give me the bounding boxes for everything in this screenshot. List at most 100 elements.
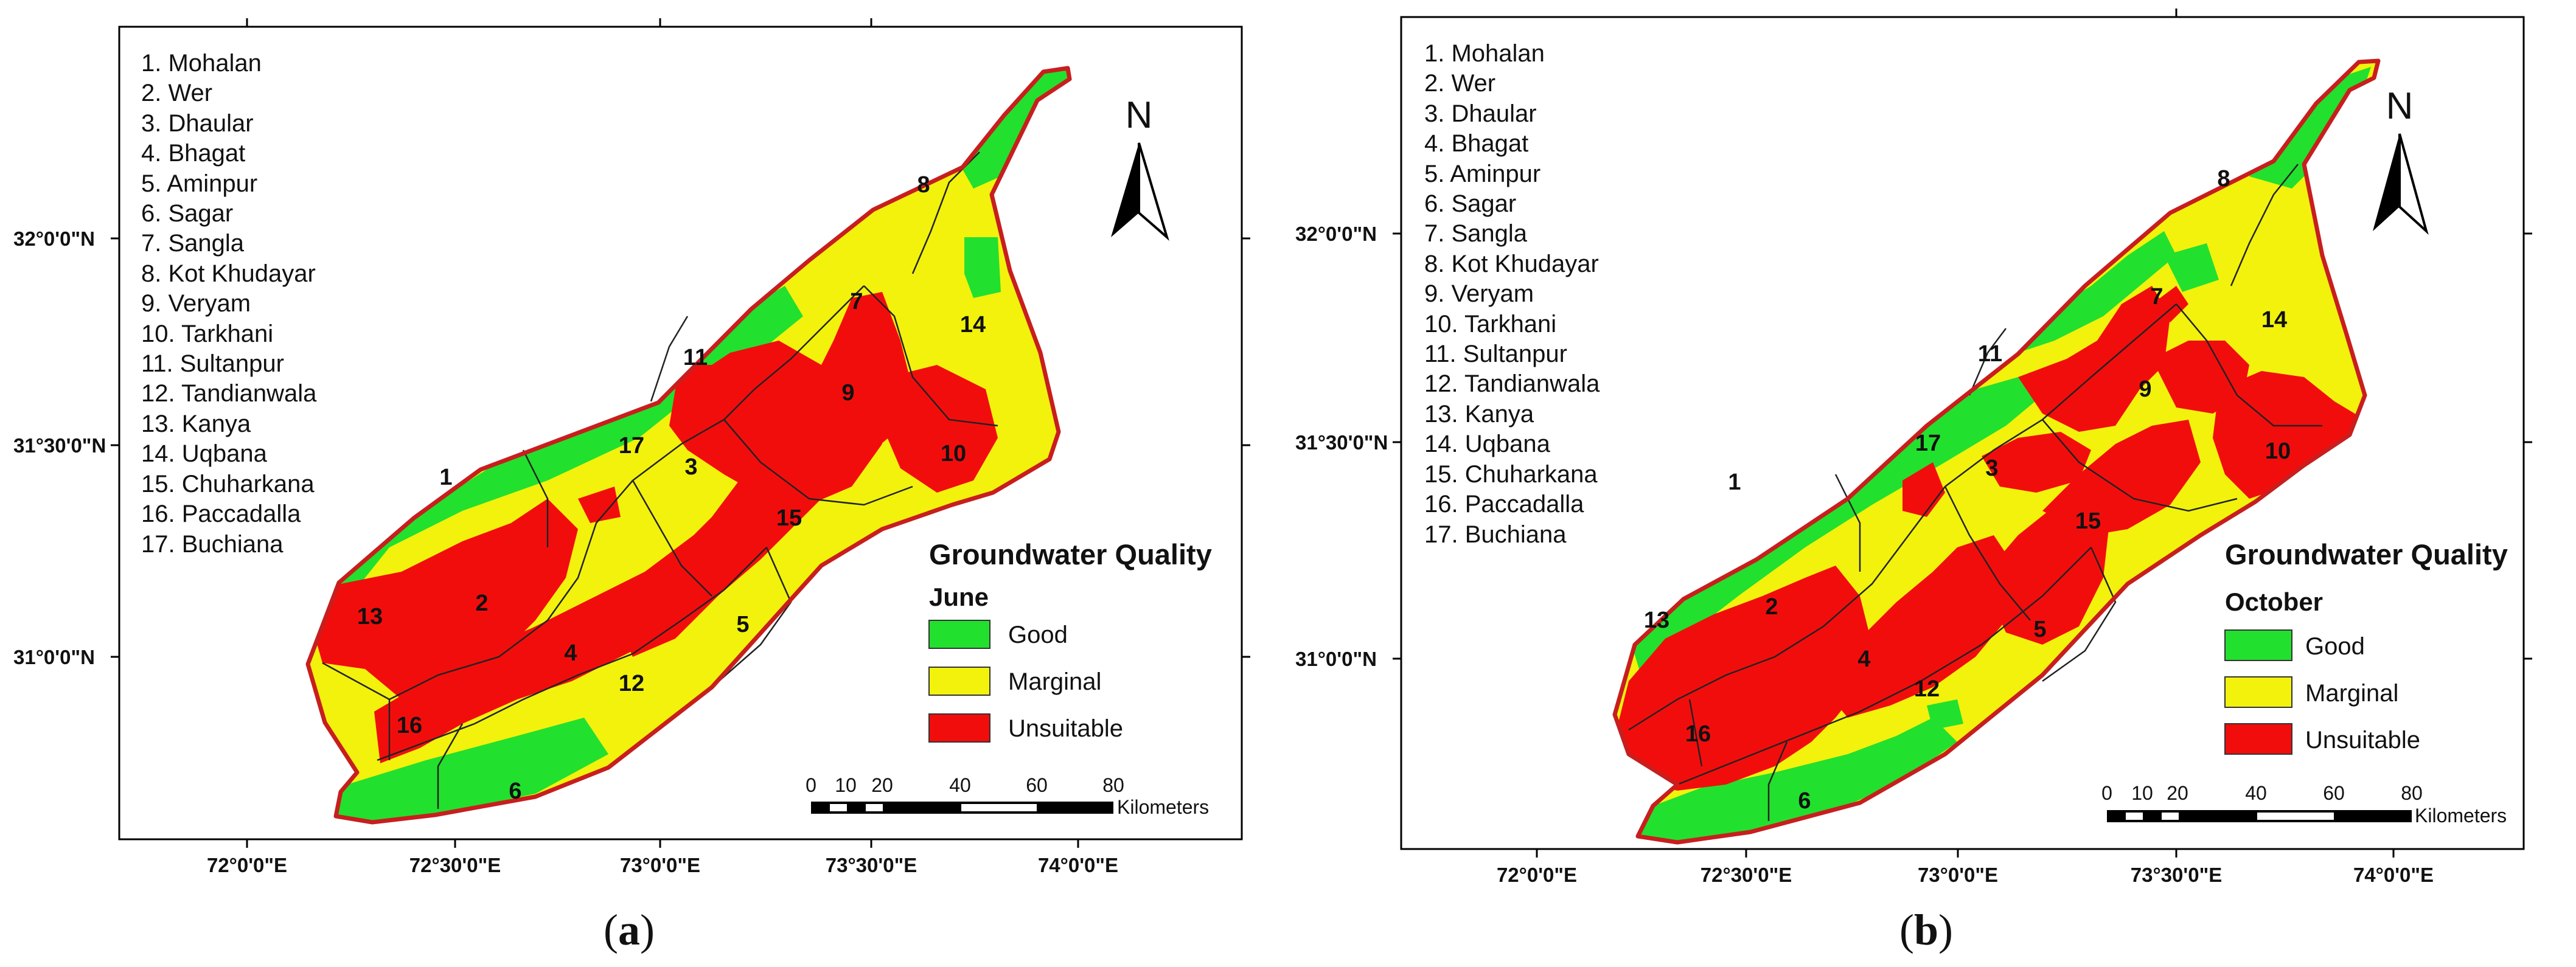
lon-label: 74°0'0"E [1038, 854, 1118, 876]
district-list-item: 6. Sagar [141, 200, 234, 227]
svg-text:60: 60 [2323, 782, 2345, 804]
scale-unit: Kilometers [2415, 805, 2507, 827]
legend-swatch-good [2224, 629, 2292, 661]
district-list-item: 16. Paccadalla [141, 501, 301, 528]
map-frame [118, 26, 1243, 840]
svg-text:20: 20 [2167, 782, 2188, 804]
map-figure: 32°0'0"N 31°30'0"N 31°0'0"N 72°0'0"E 72°… [1295, 9, 2532, 886]
lon-label: 72°30'0"E [409, 854, 501, 876]
district-number: 6 [509, 778, 521, 804]
district-number: 16 [397, 713, 422, 738]
legend-swatch-unsuitable [2224, 723, 2292, 755]
district-list-item: 1. Mohalan [141, 50, 262, 77]
lat-label: 32°0'0"N [13, 227, 95, 250]
good-zone [2249, 67, 2371, 189]
district-number: 16 [1685, 721, 1711, 747]
lon-label: 73°0'0"E [620, 854, 700, 876]
unsuitable-zone [2152, 286, 2188, 322]
study-area-outline [1612, 58, 2381, 845]
district-number: 6 [1798, 788, 1811, 814]
good-zone [2164, 243, 2219, 292]
lon-label: 72°0'0"E [1497, 864, 1577, 886]
district-number: 14 [2261, 307, 2287, 333]
district-list-item: 3. Dhaular [1424, 100, 1537, 127]
legend-label-unsuitable: Unsuitable [2305, 727, 2420, 754]
district-number: 15 [776, 505, 802, 531]
lat-label: 31°0'0"N [1295, 648, 1377, 670]
svg-text:80: 80 [1102, 774, 1124, 796]
legend-title: Groundwater Quality [929, 538, 1212, 570]
district-number: 10 [941, 441, 966, 466]
district-list-item: 12. Tandianwala [1424, 370, 1600, 398]
district-number: 11 [683, 345, 708, 370]
district-list-item: 16. Paccadalla [1424, 491, 1584, 518]
north-arrow-icon: N [1111, 94, 1169, 241]
unsuitable-zone [1982, 432, 2091, 493]
lon-label: 74°0'0"E [2353, 864, 2434, 886]
district-number: 3 [1985, 456, 1998, 481]
district-list-item: 10. Tarkhani [141, 320, 274, 347]
district-number: 4 [564, 640, 577, 666]
good-zone [329, 718, 608, 822]
district-list-item: 11. Sultanpur [1424, 341, 1567, 368]
graticule-ticks [1393, 9, 2532, 858]
legend-label-marginal: Marginal [1008, 668, 1101, 695]
unsuitable-zone [308, 499, 578, 699]
district-number: 14 [960, 312, 986, 338]
map-panel-october: 32°0'0"N 31°30'0"N 31°0'0"N 72°0'0"E 72°… [1288, 0, 2576, 967]
legend-swatch-marginal [928, 667, 990, 696]
good-zone [1638, 718, 1957, 842]
district-number: 5 [736, 612, 749, 637]
district-list-item: 7. Sangla [1424, 220, 1528, 248]
district-list: 1. Mohalan 2. Wer 3. Dhaular 4. Bhagat 5… [1424, 39, 1600, 550]
svg-text:40: 40 [949, 774, 971, 796]
district-number: 7 [850, 289, 863, 314]
legend-month: October [2225, 587, 2323, 616]
district-number: 8 [917, 172, 930, 198]
lat-label: 31°30'0"N [13, 434, 106, 457]
legend-label-good: Good [1008, 622, 1068, 648]
legend-label-unsuitable: Unsuitable [1008, 715, 1123, 742]
district-number: 1 [1728, 470, 1741, 495]
unsuitable-zone [1817, 535, 2018, 718]
district-numbers: 1 2 3 4 5 6 7 8 9 10 11 12 13 14 15 16 1… [357, 172, 986, 804]
district-number: 17 [619, 433, 644, 459]
district-number: 7 [2150, 284, 2163, 310]
district-list-item: 15. Chuharkana [1424, 460, 1598, 488]
district-number: 9 [841, 380, 854, 406]
district-list-item: 11. Sultanpur [141, 350, 284, 378]
north-label: N [2386, 85, 2414, 127]
scale-bar: 0 10 20 40 60 80 Kilometers [806, 774, 1209, 818]
district-number: 3 [684, 454, 697, 480]
district-number: 12 [1914, 676, 1940, 702]
district-list-item: 15. Chuharkana [141, 470, 315, 497]
lon-label: 73°0'0"E [1918, 864, 1998, 886]
district-list-item: 17. Buchiana [1424, 521, 1567, 548]
good-zone [1632, 377, 2042, 675]
district-list-item: 8. Kot Khudayar [141, 260, 316, 287]
district-list: 1. Mohalan 2. Wer 3. Dhaular 4. Bhagat 5… [141, 49, 316, 560]
north-arrow-icon: N [2373, 85, 2429, 235]
district-list-item: 13. Kanya [1424, 400, 1534, 428]
district-list-item: 8. Kot Khudayar [1424, 250, 1599, 277]
district-number: 17 [1915, 431, 1941, 456]
district-number: 12 [619, 671, 644, 696]
legend-title: Groundwater Quality [2225, 538, 2508, 570]
svg-text:10: 10 [835, 774, 857, 796]
lon-label: 73°30'0"E [826, 854, 917, 876]
svg-text:80: 80 [2401, 782, 2423, 804]
good-zone [329, 286, 803, 608]
svg-text:60: 60 [1026, 774, 1048, 796]
good-zone [1927, 699, 1963, 730]
lat-label: 31°0'0"N [13, 646, 95, 668]
unsuitable-zone [1902, 462, 1945, 517]
good-zone [964, 237, 1001, 298]
district-list-item: 6. Sagar [1424, 190, 1517, 218]
svg-text:0: 0 [2101, 782, 2112, 804]
legend: Groundwater Quality October Good Margina… [2224, 538, 2508, 755]
district-list-item: 1. Mohalan [1424, 40, 1545, 67]
unsuitable-zone [1615, 566, 1872, 791]
svg-text:0: 0 [806, 774, 816, 796]
legend-swatch-unsuitable [928, 713, 990, 743]
legend-month: June [929, 583, 989, 611]
